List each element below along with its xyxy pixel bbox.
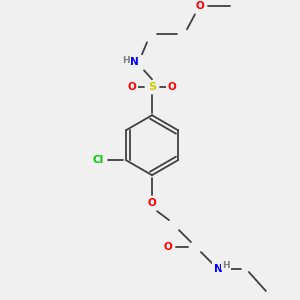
- Text: S: S: [148, 82, 156, 92]
- Text: H: H: [222, 260, 230, 269]
- Text: O: O: [128, 82, 136, 92]
- Text: O: O: [168, 82, 176, 92]
- Text: O: O: [164, 242, 172, 252]
- Text: O: O: [196, 2, 204, 11]
- Text: H: H: [122, 56, 130, 65]
- Text: N: N: [130, 57, 138, 67]
- Text: Cl: Cl: [92, 155, 104, 165]
- Text: O: O: [148, 198, 156, 208]
- Text: N: N: [214, 264, 222, 274]
